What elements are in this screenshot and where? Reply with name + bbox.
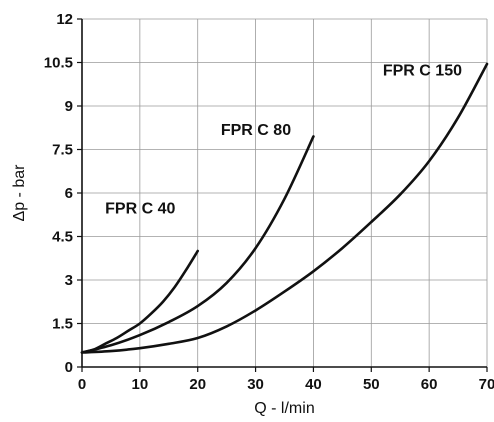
series-line-fpr-c-40 [80,249,200,354]
series-line-fpr-c-150 [80,62,489,354]
annotations: FPR C 40 FPR C 80 FPR C 150 [105,63,462,218]
x-tick-label: 20 [189,376,206,393]
x-tick-label: 40 [305,376,322,393]
y-tick-label: 9 [65,98,73,115]
x-tick-label: 50 [363,376,380,393]
x-axis-label: Q - l/min [254,400,314,417]
y-axis-label: Δp - bar [11,164,28,222]
x-tick-label: 70 [479,376,494,393]
y-tick-label: 0 [65,359,73,376]
grid [82,18,488,367]
x-tick-label: 0 [78,376,86,393]
y-tick-label: 7.5 [52,142,73,159]
y-tick-label: 12 [56,11,73,28]
tick-labels: 0 10 20 30 40 50 60 70 0 1.5 3 4.5 6 7.5 9 10.5 12 [44,11,494,393]
y-tick-label: 1.5 [52,316,73,333]
series-label-fpr-c-40: FPR C 40 [105,200,175,217]
series-label-fpr-c-150: FPR C 150 [383,63,462,80]
x-tick-label: 30 [247,376,264,393]
series-line-fpr-c-80 [80,135,315,354]
x-tick-label: 60 [421,376,438,393]
y-tick-label: 10.5 [44,55,73,72]
series-group [80,62,489,354]
y-tick-label: 4.5 [52,229,73,246]
x-tick-label: 10 [132,376,149,393]
series-label-fpr-c-80: FPR C 80 [221,122,291,139]
y-tick-label: 6 [65,185,73,202]
y-tick-label: 3 [65,272,73,289]
ticks [77,18,488,372]
